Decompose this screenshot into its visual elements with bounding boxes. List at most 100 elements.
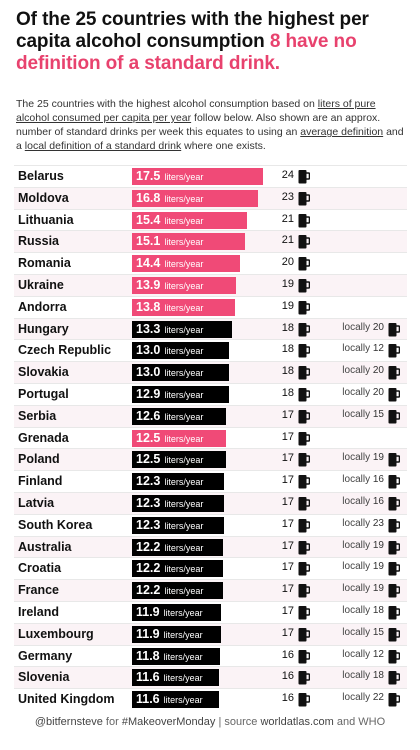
bar-mark xyxy=(132,647,221,665)
local-prefix: locally xyxy=(342,474,373,486)
drinks-per-week-label: 24 xyxy=(281,169,294,181)
table-row: Czech Republic 13.0 liters/year 18 locally 1… xyxy=(14,339,407,361)
unit-label: liters/year xyxy=(164,477,204,488)
unit-label: liters/year xyxy=(164,215,204,226)
local-drinks-label: locally 19 xyxy=(334,540,384,551)
unit-label: liters/year xyxy=(164,346,204,357)
liters-value: 12.5 xyxy=(136,430,161,445)
drinks-per-week-label: 19 xyxy=(281,299,294,312)
beer-mug-icon xyxy=(388,387,401,402)
local-prefix: locally xyxy=(342,692,373,704)
beer-mug-icon xyxy=(298,561,311,576)
unit-label: liters/year xyxy=(164,411,204,422)
table-row: Serbia 12.6 liters/year 17 locally 15 xyxy=(14,404,407,427)
bar-mark xyxy=(132,277,237,294)
bar-value-label: 13.9 liters/year xyxy=(136,277,203,294)
footer-source-label: | source xyxy=(215,716,261,728)
bar-value-label: 13.0 liters/year xyxy=(136,342,203,359)
unit-label: liters/year xyxy=(164,586,204,597)
country-label: Czech Republic xyxy=(18,343,112,358)
drinks-per-week-label: 18 xyxy=(281,343,294,356)
liters-value: 13.3 xyxy=(136,321,161,336)
title-main: Of the 25 countries with the highest per… xyxy=(16,9,369,52)
drinks-per-week-label: 21 xyxy=(281,234,294,247)
liters-value: 14.4 xyxy=(136,256,161,271)
country-label: Belarus xyxy=(18,169,64,183)
bar-value-label: 11.6 liters/year xyxy=(136,669,203,686)
bar-value-label: 11.6 liters/year xyxy=(136,691,203,708)
drinks-per-week-label: 16 xyxy=(281,692,294,705)
beer-mug-icon xyxy=(388,605,401,620)
liters-value: 11.9 xyxy=(136,605,160,619)
unit-label: liters/year xyxy=(164,564,204,575)
country-label: Latvia xyxy=(18,496,55,510)
country-label: Grenada xyxy=(18,430,69,445)
beer-mug-icon xyxy=(388,649,401,664)
bar-mark xyxy=(132,233,246,251)
bar-value-label: 14.4 liters/year xyxy=(136,255,203,272)
unit-label: liters/year xyxy=(163,651,203,662)
country-label: Slovenia xyxy=(18,670,70,685)
bar-mark xyxy=(132,473,225,491)
desc-text-1: The 25 countries with the highest alcoho… xyxy=(16,98,318,110)
local-drinks-label: locally 20 xyxy=(334,365,384,376)
beer-mug-icon xyxy=(388,518,401,533)
bar-value-label: 13.8 liters/year xyxy=(136,299,203,316)
drinks-per-week-label: 16 xyxy=(281,648,294,661)
bar-value-label: 12.2 liters/year xyxy=(136,560,203,577)
local-drinks-value: 19 xyxy=(372,561,384,573)
beer-mug-icon xyxy=(298,431,311,446)
drinks-per-week-label: 21 xyxy=(281,212,294,225)
local-drinks-value: 20 xyxy=(372,387,384,398)
unit-label: liters/year xyxy=(164,390,204,400)
unit-label: liters/year xyxy=(163,629,203,640)
beer-mug-icon xyxy=(298,169,311,184)
country-label: Croatia xyxy=(18,561,62,576)
local-drinks-value: 15 xyxy=(372,626,384,638)
unit-label: liters/year xyxy=(164,237,204,248)
beer-mug-icon xyxy=(388,452,401,467)
desc-link-pure-alcohol[interactable]: liters of pure alcohol consumed per capi… xyxy=(16,98,376,124)
liters-value: 15.1 xyxy=(136,234,161,249)
country-label: South Korea xyxy=(18,517,93,532)
desc-link-average-definition[interactable]: average definition xyxy=(300,126,384,138)
bar-value-label: 15.1 liters/year xyxy=(136,233,203,250)
unit-label: liters/year xyxy=(164,324,204,335)
country-label: Lithuania xyxy=(18,212,74,227)
local-drinks-label: locally 18 xyxy=(334,605,384,616)
local-drinks-label: locally 18 xyxy=(334,670,384,681)
table-row: Latvia 12.3 liters/year 17 locally 16 xyxy=(14,492,407,514)
beer-mug-icon xyxy=(298,474,311,489)
liters-value: 15.4 xyxy=(136,212,161,227)
unit-label: liters/year xyxy=(163,673,203,684)
beer-mug-icon xyxy=(298,692,311,707)
bar-mark xyxy=(132,320,232,338)
drinks-per-week-label: 17 xyxy=(281,474,294,487)
bar-value-label: 11.8 liters/year xyxy=(136,648,203,665)
table-row: Finland 12.3 liters/year 17 locally 16 xyxy=(14,470,407,492)
table-row: Belarus 17.5 liters/year 24 xyxy=(14,165,407,187)
drinks-per-week-label: 20 xyxy=(281,256,294,269)
bar-mark xyxy=(132,211,248,229)
liters-value: 13.0 xyxy=(136,343,161,358)
desc-text-4: where one exists. xyxy=(181,140,266,152)
drinks-per-week-label: 17 xyxy=(281,626,294,639)
drinks-per-week-label: 17 xyxy=(281,496,294,508)
bar-mark xyxy=(132,495,225,512)
bar-value-label: 12.6 liters/year xyxy=(136,408,203,425)
liters-value: 12.9 xyxy=(136,387,161,401)
drinks-per-week-label: 16 xyxy=(281,670,294,683)
local-drinks-value: 20 xyxy=(372,321,384,333)
unit-label: liters/year xyxy=(164,433,204,444)
table-row: Ukraine 13.9 liters/year 19 xyxy=(14,274,407,296)
bar-chart: Belarus 17.5 liters/year 24 Moldova 16.8 liter… xyxy=(14,165,407,709)
bar-mark xyxy=(132,669,219,687)
table-row: Russia 15.1 liters/year 21 xyxy=(14,230,407,253)
local-drinks-value: 22 xyxy=(372,692,384,704)
bar-value-label: 12.5 liters/year xyxy=(136,451,203,468)
beer-mug-icon xyxy=(388,583,401,598)
desc-link-local-definition[interactable]: local definition of a standard drink xyxy=(24,140,182,152)
local-drinks-value: 12 xyxy=(372,343,384,355)
liters-value: 17.5 xyxy=(136,169,161,183)
unit-label: liters/year xyxy=(164,455,204,466)
